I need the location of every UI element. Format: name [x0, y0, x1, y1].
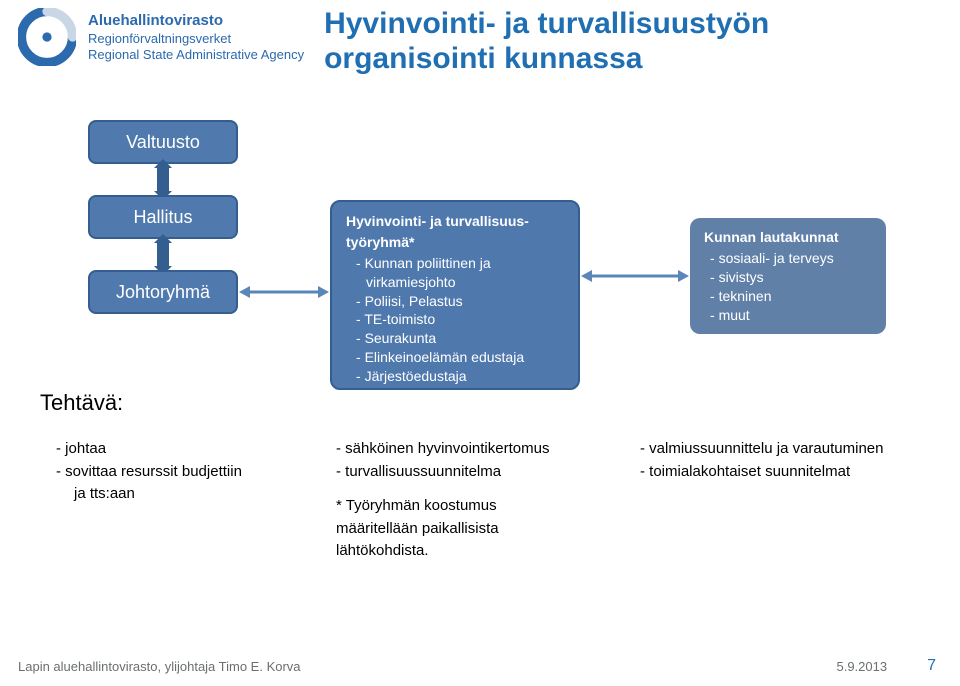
footer-page: 7 [927, 657, 936, 675]
wg-item-1b: virkamiesjohto [356, 273, 564, 292]
lk-item-2: sivistys [710, 268, 872, 287]
tehtava-label: Tehtävä: [40, 390, 123, 416]
t2-note-1: * Työryhmän koostumus [336, 495, 616, 518]
title-line-2: organisointi kunnassa [324, 41, 769, 76]
box-valtuusto-label: Valtuusto [126, 132, 200, 153]
t2-item-2: turvallisuussuunnitelma [336, 461, 616, 484]
box-johtoryhma: Johtoryhmä [88, 270, 238, 314]
footer-date: 5.9.2013 [836, 659, 887, 674]
t2-note-2: määritellään paikallisista [336, 518, 616, 541]
connector-mid-right [580, 262, 690, 290]
panel-lautakunnat: Kunnan lautakunnat sosiaali- ja terveys … [690, 218, 886, 334]
t1-cont: ja tts:aan [56, 483, 306, 506]
t1-item-1: johtaa [56, 438, 306, 461]
t2-note-3: lähtökohdista. [336, 540, 616, 563]
box-valtuusto: Valtuusto [88, 120, 238, 164]
panel-workgroup-title-2: työryhmä* [346, 233, 564, 252]
box-hallitus-label: Hallitus [133, 207, 192, 228]
title-line-1: Hyvinvointi- ja turvallisuustyön [324, 6, 769, 41]
t3-item-1: valmiussuunnittelu ja varautuminen [640, 438, 940, 461]
footer-left: Lapin aluehallintovirasto, ylijohtaja Ti… [18, 659, 836, 674]
tasks-col-1: johtaa sovittaa resurssit budjettiin ja … [56, 438, 306, 506]
link-hallitus-johtoryhma [157, 243, 169, 266]
agency-name: Aluehallintovirasto Regionförvaltningsve… [88, 12, 304, 63]
t2-item-1: sähköinen hyvinvointikertomus [336, 438, 616, 461]
wg-item-4: - Seurakunta [356, 329, 564, 348]
lk-item-3: tekninen [710, 287, 872, 306]
slide-title: Hyvinvointi- ja turvallisuustyön organis… [324, 6, 769, 77]
org-line-1: Aluehallintovirasto [88, 12, 304, 31]
wg-item-3: - TE-toimisto [356, 310, 564, 329]
link-valtuusto-hallitus [157, 168, 169, 191]
panel-workgroup-title-1: Hyvinvointi- ja turvallisuus- [346, 212, 564, 231]
wg-item-2: - Poliisi, Pelastus [356, 292, 564, 311]
lk-item-1: sosiaali- ja terveys [710, 249, 872, 268]
t1-item-2: sovittaa resurssit budjettiin [56, 461, 306, 484]
wg-item-1: - Kunnan poliittinen ja [356, 254, 564, 273]
footer: Lapin aluehallintovirasto, ylijohtaja Ti… [0, 646, 960, 686]
wg-item-7: - Leader-toimintaryhmän tj. [356, 386, 564, 405]
lk-item-4: muut [710, 306, 872, 325]
box-johtoryhma-label: Johtoryhmä [116, 282, 210, 303]
connector-johtoryhma-midpanel [238, 278, 330, 306]
org-line-2: Regionförvaltningsverket [88, 31, 304, 47]
box-hallitus: Hallitus [88, 195, 238, 239]
panel-workgroup: Hyvinvointi- ja turvallisuus- työryhmä* … [330, 200, 580, 390]
wg-item-6: - Järjestöedustaja [356, 367, 564, 386]
t3-item-2: toimialakohtaiset suunnitelmat [640, 461, 940, 484]
org-line-3: Regional State Administrative Agency [88, 47, 304, 63]
agency-logo-block: Aluehallintovirasto Regionförvaltningsve… [18, 8, 304, 66]
panel-lautakunnat-title: Kunnan lautakunnat [704, 228, 872, 247]
header: Aluehallintovirasto Regionförvaltningsve… [18, 8, 942, 98]
tasks-col-2: sähköinen hyvinvointikertomus turvallisu… [336, 438, 616, 563]
wg-item-5: - Elinkeinoelämän edustaja [356, 348, 564, 367]
agency-logo-icon [18, 8, 76, 66]
tasks-col-3: valmiussuunnittelu ja varautuminen toimi… [640, 438, 940, 483]
